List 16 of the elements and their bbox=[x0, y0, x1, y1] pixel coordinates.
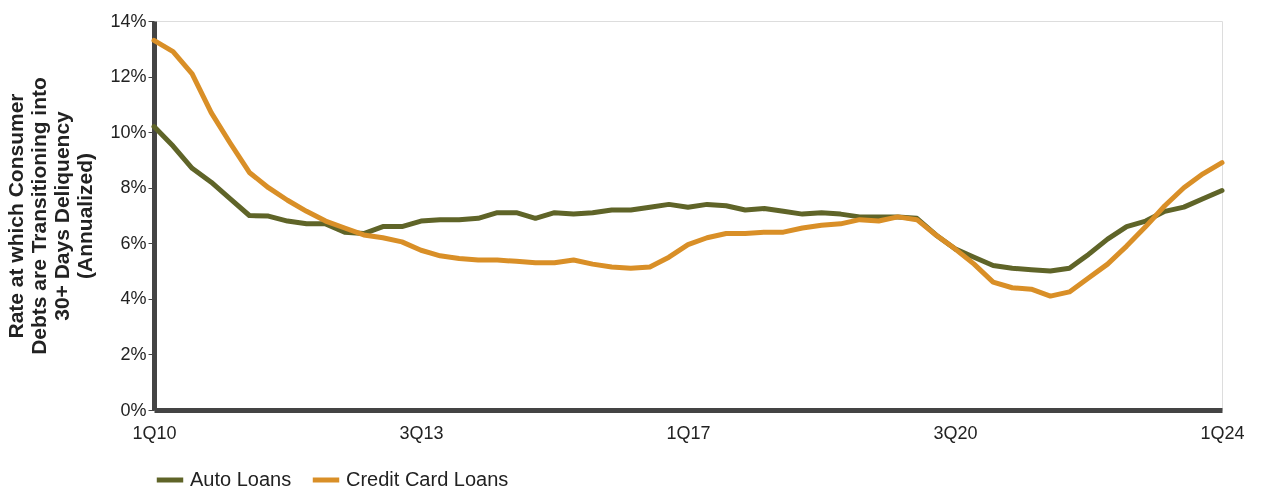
y-tick-label: 6% bbox=[120, 232, 147, 253]
y-tick-label: 8% bbox=[120, 177, 147, 198]
legend-label: Auto Loans bbox=[190, 468, 292, 490]
x-tick-label: 1Q10 bbox=[132, 422, 177, 443]
x-tick-label: 3Q13 bbox=[399, 422, 444, 443]
y-tick-label: 14% bbox=[110, 10, 147, 31]
y-tick-label: 0% bbox=[120, 399, 147, 420]
y-tick-label: 10% bbox=[110, 121, 147, 142]
y-tick-label: 2% bbox=[120, 343, 147, 364]
x-tick-label: 1Q17 bbox=[666, 422, 711, 443]
x-tick-label: 3Q20 bbox=[933, 422, 978, 443]
y-axis-title: Rate at which Consumer Debts are Transitioning into 30+ Days Deliquency (Annualized) bbox=[4, 77, 97, 355]
y-tick-label: 12% bbox=[110, 66, 147, 87]
legend-label: Credit Card Loans bbox=[346, 468, 509, 490]
x-tick-label: 1Q24 bbox=[1200, 422, 1245, 443]
y-tick-label: 4% bbox=[120, 288, 147, 309]
